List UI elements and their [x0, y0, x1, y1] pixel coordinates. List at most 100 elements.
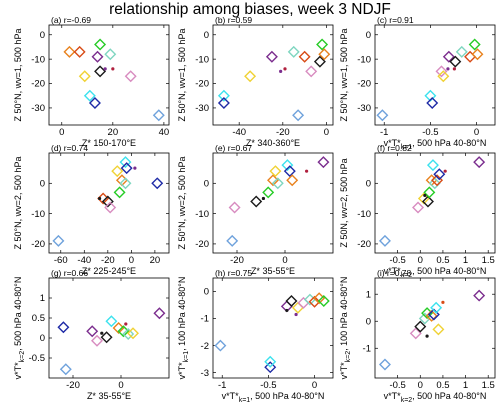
y-tick-label: -10 [31, 209, 45, 220]
y-tick-label: -20 [31, 79, 45, 90]
data-point-diamond [432, 323, 445, 336]
data-point-diamond [217, 97, 230, 110]
x-tick-label: 1.5 [482, 380, 495, 391]
x-tick-label: 0.5 [436, 380, 449, 391]
plot-frame [374, 24, 496, 126]
y-tick-label: -20 [357, 79, 371, 90]
data-point-diamond [473, 289, 486, 302]
x-tick-label: -20 [101, 255, 115, 266]
data-point-dot [425, 334, 429, 338]
data-point-diamond [217, 89, 230, 102]
x-tick-label: 1 [463, 255, 468, 266]
y-tick-label: 0 [40, 333, 45, 344]
data-point-dot [452, 67, 456, 71]
data-point-diamond [286, 174, 299, 187]
x-tick-label: 0 [474, 127, 479, 138]
panel-label: (f) r=0.82 [377, 143, 412, 153]
data-point-diamond [97, 192, 110, 205]
x-tick-label: -1 [380, 127, 388, 138]
data-point-diamond [412, 201, 425, 214]
data-point-diamond [94, 65, 107, 78]
y-axis-label: Z 50°N, wv=2, 500 hPa [13, 157, 23, 250]
data-point-diamond [316, 38, 329, 51]
y-tick-label: -20 [195, 79, 209, 90]
panel-label: (a) r=-0.69 [51, 15, 91, 25]
data-point-dot [441, 300, 445, 304]
data-point-diamond [104, 48, 117, 61]
x-tick-label: -0.5 [260, 380, 276, 391]
data-point-diamond [267, 174, 279, 187]
data-point-diamond [94, 38, 107, 51]
panel-h: -1 -0.5 0 0 -1 -2 -3 (h) r=0.75 v*T*k=1, 500 hPa… [177, 268, 334, 404]
data-point-diamond [264, 361, 277, 374]
figure-title: relationship among biases, week 3 NDJF [109, 1, 391, 18]
x-tick-label: -0.5 [389, 380, 405, 391]
x-axis-label: Z* 340-360°E [246, 138, 300, 148]
y-tick-label: -30 [195, 103, 209, 114]
y-tick-label: -10 [195, 54, 209, 65]
data-point-diamond [112, 322, 125, 334]
y-tick-label: 1 [366, 289, 371, 300]
data-point-diamond [317, 156, 330, 169]
y-axis-label: Z 50°N, wv=1, 500 hPa [339, 29, 349, 122]
y-tick-label: -1 [363, 343, 371, 354]
data-point-diamond [292, 109, 305, 122]
data-point-dot [423, 193, 427, 198]
x-tick-label: -20 [66, 380, 80, 391]
y-tick-label: 0 [366, 316, 371, 327]
y-tick-label: 0 [204, 179, 209, 190]
y-tick-label: -10 [357, 54, 371, 65]
panel-a: 0 20 40 0 -10 -20 -30 (a) r=-0.69 Z* 150-170°E Z … [13, 15, 170, 148]
x-tick-label: -20 [230, 255, 244, 266]
x-tick-label: 0 [324, 127, 329, 138]
data-point-diamond [122, 328, 135, 340]
y-axis-label: Z 50°N, wv=2, 500 hPa [177, 157, 187, 250]
data-point-diamond [120, 162, 133, 175]
y-tick-label: -30 [357, 103, 371, 114]
y-axis-label: v*T*k=1, 100 hPa 40-80°N [177, 277, 190, 380]
data-point-diamond [153, 307, 166, 320]
data-point-dot [279, 69, 283, 73]
data-point-diamond [305, 65, 318, 78]
y-tick-label: -20 [195, 239, 209, 250]
x-tick-label: -1 [218, 380, 226, 391]
y-tick-label: 0 [40, 179, 45, 190]
data-point-diamond [83, 89, 96, 102]
data-point-diamond [104, 201, 117, 214]
data-point-diamond [264, 355, 277, 368]
y-tick-label: 0.5 [32, 313, 45, 324]
x-axis-label: Z* 225-245°E [82, 266, 136, 276]
plot-frame [374, 152, 496, 254]
x-tick-label: 20 [150, 255, 161, 266]
data-point-diamond [376, 109, 389, 122]
panel-label: (c) r=0.91 [377, 15, 414, 25]
panel-g: -20 0 1 0.5 0 -0.5 (g) r=0.66 Z* 35-55°E v*T*k=2… [13, 268, 170, 401]
x-tick-label: -40 [77, 255, 91, 266]
data-point-dot [283, 67, 287, 71]
y-tick-label: 0 [366, 179, 371, 190]
data-point-diamond [430, 301, 443, 314]
data-point-diamond [281, 159, 294, 172]
y-axis-label: v*T*k=2, 500 hPa 40-80°N [13, 277, 26, 380]
data-point-dot [100, 331, 104, 335]
panel-label: (b) r=0.59 [215, 15, 252, 25]
data-point-diamond [88, 97, 101, 110]
data-point-dot [446, 67, 450, 71]
data-point-diamond [298, 50, 311, 63]
plot-frame [212, 24, 334, 126]
data-point-diamond [308, 295, 321, 308]
y-tick-label: 0 [40, 30, 45, 41]
panel-label: (e) r=0.67 [215, 143, 252, 153]
data-point-diamond [105, 315, 118, 328]
data-point-dot [294, 312, 298, 317]
data-point-diamond [226, 234, 239, 247]
x-tick-label: 0 [418, 380, 423, 391]
y-axis-label: v*T*k=2, 100 hPa 40-80°N [339, 277, 352, 380]
y-tick-label: -30 [31, 103, 45, 114]
data-point-diamond [127, 327, 139, 340]
panel-label: (g) r=0.66 [51, 268, 88, 278]
data-point-dot [97, 196, 102, 201]
panel-b: -40 -20 0 0 -10 -20 -30 (b) r=0.59 Z* 340-360°E Z… [177, 15, 334, 148]
x-axis-label: v*T*k=2, 500 hPa 40-80°N [384, 266, 487, 279]
data-point-dot [103, 67, 107, 71]
